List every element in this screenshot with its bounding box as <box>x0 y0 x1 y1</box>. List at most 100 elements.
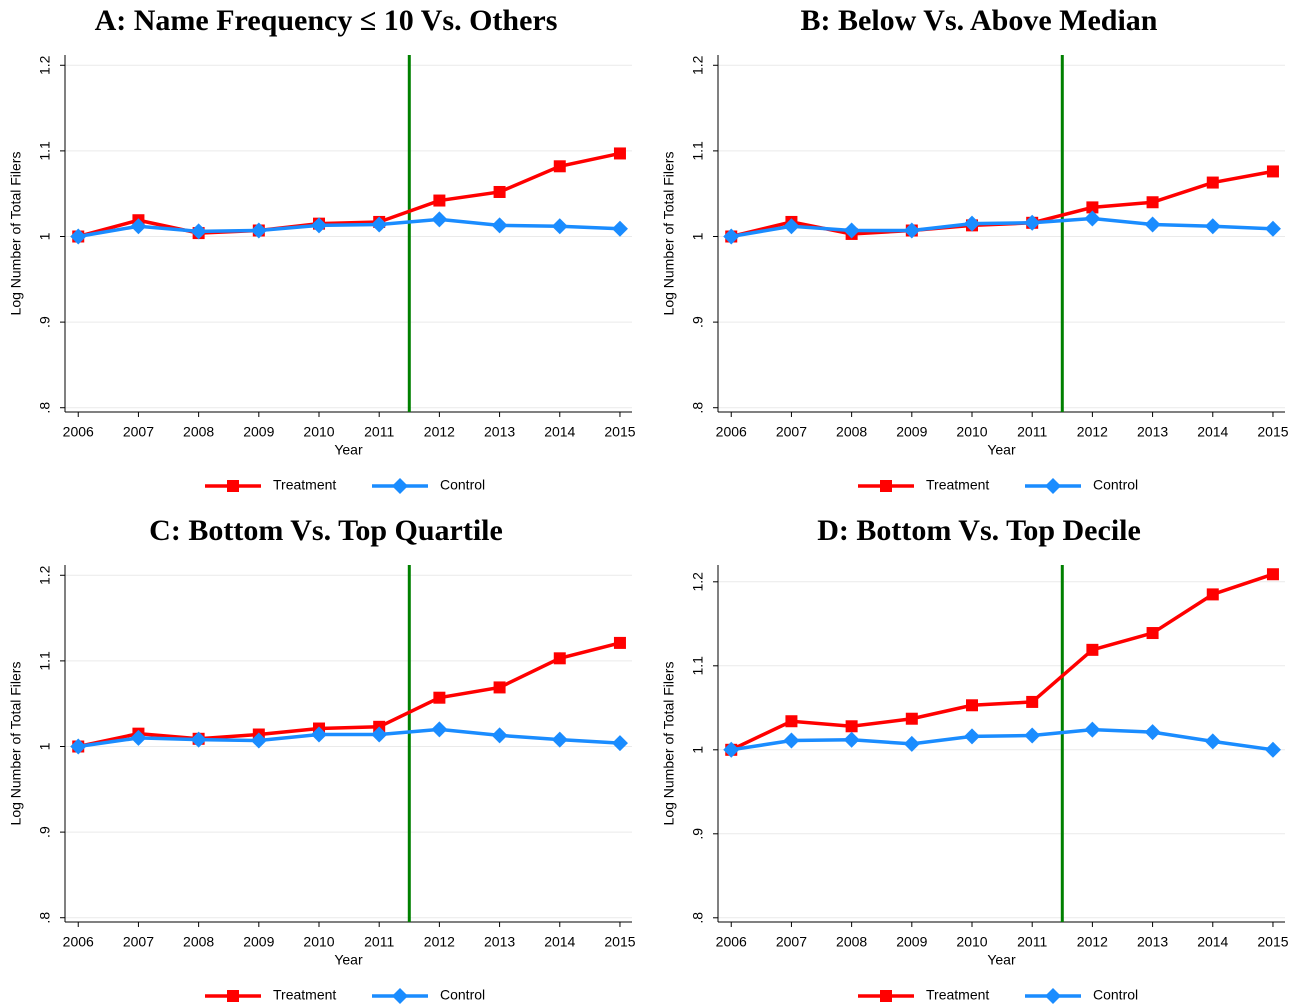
x-tick-label: 2012 <box>1077 424 1108 440</box>
x-tick-label: 2008 <box>183 934 214 950</box>
marker <box>250 222 267 239</box>
x-tick-label: 2015 <box>1257 934 1288 950</box>
series-line <box>730 216 1274 239</box>
x-tick-label: 2011 <box>1017 424 1047 440</box>
marker <box>785 715 798 728</box>
x-tick-label: 2008 <box>836 934 867 950</box>
y-tick-label: 1 <box>37 232 53 240</box>
marker <box>130 218 147 235</box>
marker <box>1024 727 1041 744</box>
x-tick-label: 2014 <box>544 424 575 440</box>
marker <box>392 478 408 494</box>
series-line <box>730 727 1274 752</box>
marker <box>1045 478 1061 494</box>
y-tick-label: 1.2 <box>690 572 706 592</box>
chart-title: A: Name Frequency ≤ 10 Vs. Others <box>95 4 558 37</box>
marker <box>70 738 87 755</box>
marker <box>1264 741 1281 758</box>
marker <box>843 731 860 748</box>
marker <box>1206 588 1219 601</box>
marker <box>491 217 508 234</box>
x-tick-label: 2008 <box>836 424 867 440</box>
marker <box>431 721 448 738</box>
chart-title: D: Bottom Vs. Top Decile <box>817 514 1141 547</box>
series-line <box>730 572 1274 752</box>
marker <box>880 990 892 1002</box>
x-axis-label: Year <box>334 952 363 968</box>
chart-title: B: Below Vs. Above Median <box>801 4 1158 37</box>
x-tick-label: 2012 <box>424 424 455 440</box>
marker <box>392 988 408 1004</box>
marker <box>493 681 506 694</box>
chart-panel: B: Below Vs. Above Median .8 .9 1 1.1 1.2 2006… <box>661 4 1289 494</box>
x-tick-label: 2010 <box>956 424 987 440</box>
y-axis-label: Log Number of Total Filers <box>8 662 24 826</box>
marker <box>1026 695 1039 708</box>
y-tick-label: 1.1 <box>37 651 53 671</box>
marker <box>491 727 508 744</box>
marker <box>1266 165 1279 178</box>
legend-label: Control <box>440 987 485 1003</box>
x-tick-label: 2006 <box>63 424 94 440</box>
legend-label: Treatment <box>926 477 989 493</box>
y-tick-label: .9 <box>690 316 706 328</box>
marker <box>1264 220 1281 237</box>
marker <box>1084 721 1101 738</box>
legend-label: Control <box>1093 477 1138 493</box>
marker <box>1144 216 1161 233</box>
marker <box>1204 218 1221 235</box>
marker <box>964 215 981 232</box>
marker <box>553 652 566 665</box>
x-tick-label: 2007 <box>776 424 807 440</box>
marker <box>433 691 446 704</box>
x-tick-label: 2009 <box>896 934 927 950</box>
marker <box>1084 210 1101 227</box>
x-tick-label: 2009 <box>243 424 274 440</box>
marker <box>553 160 566 173</box>
x-tick-label: 2006 <box>716 424 747 440</box>
x-tick-label: 2011 <box>364 424 394 440</box>
marker <box>723 741 740 758</box>
marker <box>1206 176 1219 189</box>
marker <box>371 726 388 743</box>
y-tick-label: 1.2 <box>690 55 706 75</box>
x-axis-label: Year <box>987 952 1016 968</box>
x-tick-label: 2014 <box>1197 934 1228 950</box>
y-tick-label: 1.2 <box>37 55 53 75</box>
x-tick-label: 2015 <box>604 934 635 950</box>
legend-label: Control <box>440 477 485 493</box>
x-tick-label: 2009 <box>896 424 927 440</box>
y-tick-label: 1 <box>37 742 53 750</box>
y-tick-label: 1 <box>690 232 706 240</box>
marker <box>903 735 920 752</box>
x-tick-label: 2010 <box>303 424 334 440</box>
y-tick-label: 1.1 <box>37 141 53 161</box>
marker <box>613 147 626 160</box>
x-tick-label: 2015 <box>604 424 635 440</box>
marker <box>611 220 628 237</box>
y-tick-label: .8 <box>37 912 53 924</box>
marker <box>431 211 448 228</box>
marker <box>880 480 892 492</box>
chart-panel: C: Bottom Vs. Top Quartile .8 .9 1 1.1 1.2 200… <box>8 514 636 1004</box>
x-tick-label: 2013 <box>1137 424 1168 440</box>
x-tick-label: 2013 <box>484 934 515 950</box>
marker <box>130 729 147 746</box>
marker <box>783 732 800 749</box>
y-tick-label: .9 <box>37 826 53 838</box>
y-tick-label: .8 <box>690 402 706 414</box>
marker <box>1086 201 1099 214</box>
chart-panel: D: Bottom Vs. Top Decile .8 .9 1 1.1 1.2 2006 2… <box>661 514 1289 1004</box>
series-line <box>77 217 621 239</box>
marker <box>311 217 328 234</box>
marker <box>903 222 920 239</box>
y-axis-label: Log Number of Total Filers <box>661 662 677 826</box>
marker <box>190 731 207 748</box>
x-tick-label: 2014 <box>544 934 575 950</box>
y-tick-label: .9 <box>37 316 53 328</box>
marker <box>1266 568 1279 581</box>
x-tick-label: 2007 <box>776 934 807 950</box>
marker <box>905 712 918 725</box>
x-tick-label: 2011 <box>1017 934 1047 950</box>
marker <box>613 636 626 649</box>
